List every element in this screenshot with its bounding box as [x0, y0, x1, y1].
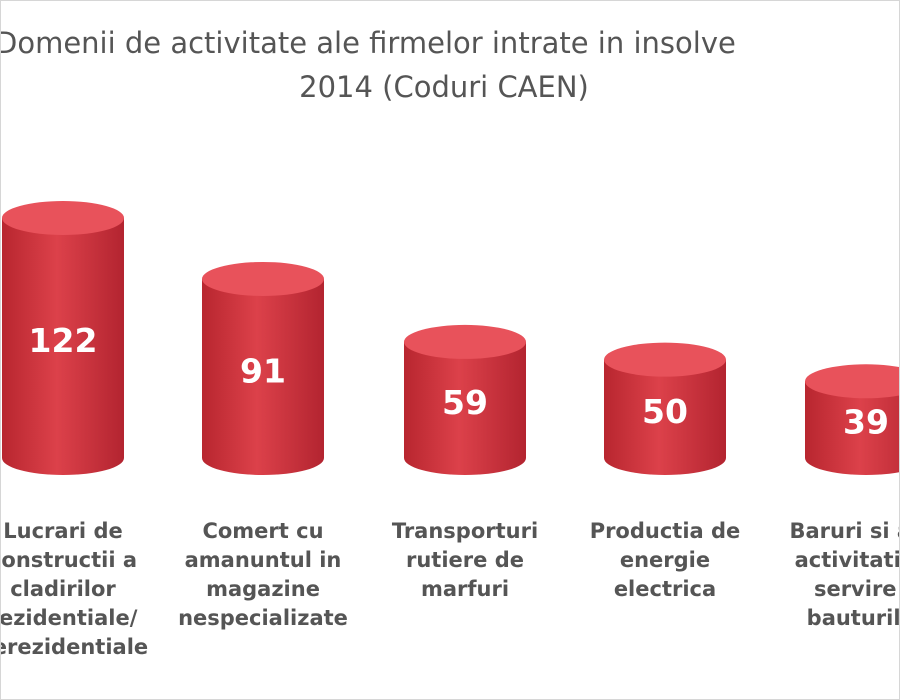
bar-body-1 — [2, 218, 124, 475]
chart-title-line-2: 2014 (Coduri CAEN) — [299, 70, 589, 104]
bar-top-2 — [202, 261, 324, 296]
category-label-1: Lucrari de constructii a cladirilor rezi… — [0, 519, 149, 659]
chart-title-line-1: Domenii de activitate ale firmelor intra… — [0, 26, 736, 60]
category-label-3: Transporturi rutiere de marfuri — [391, 519, 539, 601]
bar-body-4 — [604, 359, 726, 475]
data-label-1: 122 — [29, 321, 98, 360]
bar-top-1 — [2, 201, 124, 235]
bar-4: 50 — [604, 342, 726, 475]
data-label-2: 91 — [240, 351, 286, 390]
category-label-5: Baruri si alte activitati de servire a b… — [789, 519, 900, 630]
bar-body-5 — [805, 381, 900, 475]
bar-1: 122 — [2, 201, 124, 475]
bar-body-2 — [202, 278, 324, 475]
bar-body-3 — [404, 341, 526, 475]
data-label-4: 50 — [642, 392, 688, 431]
bar-3: 59 — [404, 324, 526, 475]
bar-5: 39 — [805, 364, 900, 475]
data-label-5: 39 — [843, 403, 889, 442]
category-label-4: Productia de energie electrica — [589, 519, 741, 601]
data-label-3: 59 — [442, 383, 488, 422]
bar-top-5 — [805, 364, 900, 399]
bar-2: 91 — [202, 261, 324, 475]
bar-top-4 — [604, 342, 726, 377]
bar-top-3 — [404, 324, 526, 359]
category-label-2: Comert cu amanuntul in magazine nespecia… — [178, 519, 348, 630]
